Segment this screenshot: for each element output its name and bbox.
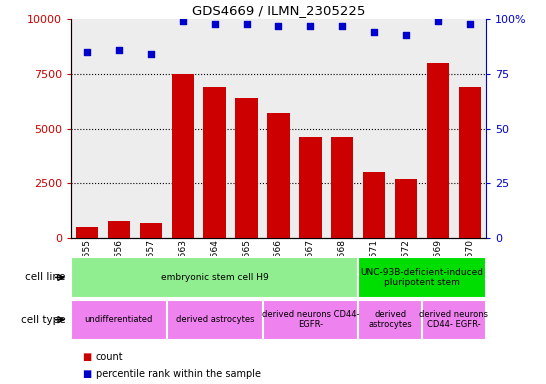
Text: derived astrocytes: derived astrocytes — [175, 315, 254, 324]
Bar — [268, 113, 289, 238]
Text: derived
astrocytes: derived astrocytes — [368, 310, 412, 329]
Bar — [363, 172, 385, 238]
Point — [115, 47, 123, 53]
Text: cell type: cell type — [21, 314, 66, 325]
Point — [466, 20, 474, 26]
Bar — [140, 223, 162, 238]
Bar — [454, 19, 486, 238]
Bar — [358, 257, 486, 298]
Bar — [422, 300, 486, 340]
Bar — [294, 19, 327, 238]
Bar — [235, 98, 258, 238]
Bar — [167, 19, 199, 238]
Bar — [459, 87, 481, 238]
Bar — [427, 63, 449, 238]
Point — [434, 18, 442, 25]
Bar — [76, 227, 98, 238]
Bar — [171, 74, 194, 238]
Bar — [327, 19, 358, 238]
Bar — [422, 19, 454, 238]
Bar — [390, 19, 422, 238]
Point — [370, 29, 378, 35]
Text: ■: ■ — [82, 352, 91, 362]
Bar — [331, 137, 353, 238]
Bar — [204, 87, 226, 238]
Text: count: count — [96, 352, 123, 362]
Point — [242, 20, 251, 26]
Point — [306, 23, 314, 29]
Bar — [263, 19, 294, 238]
Bar — [71, 257, 358, 298]
Bar — [230, 19, 263, 238]
Text: derived neurons CD44-
EGFR-: derived neurons CD44- EGFR- — [262, 310, 359, 329]
Text: UNC-93B-deficient-induced
pluripotent stem: UNC-93B-deficient-induced pluripotent st… — [360, 268, 484, 287]
Bar — [108, 220, 130, 238]
Point — [146, 51, 155, 57]
Bar — [135, 19, 167, 238]
Text: percentile rank within the sample: percentile rank within the sample — [96, 369, 260, 379]
Point — [338, 23, 347, 29]
Bar — [299, 137, 322, 238]
Point — [179, 18, 187, 25]
Bar — [199, 19, 230, 238]
Bar — [358, 19, 390, 238]
Bar — [263, 300, 358, 340]
Bar — [167, 300, 263, 340]
Point — [82, 49, 91, 55]
Point — [210, 20, 219, 26]
Title: GDS4669 / ILMN_2305225: GDS4669 / ILMN_2305225 — [192, 3, 365, 17]
Text: ■: ■ — [82, 369, 91, 379]
Bar — [71, 300, 167, 340]
Text: undifferentiated: undifferentiated — [85, 315, 153, 324]
Text: cell line: cell line — [25, 272, 66, 283]
Point — [402, 31, 411, 38]
Bar — [358, 300, 422, 340]
Text: derived neurons
CD44- EGFR-: derived neurons CD44- EGFR- — [419, 310, 489, 329]
Bar — [71, 19, 103, 238]
Text: embryonic stem cell H9: embryonic stem cell H9 — [161, 273, 269, 282]
Bar — [103, 19, 135, 238]
Bar — [395, 179, 417, 238]
Point — [274, 23, 283, 29]
